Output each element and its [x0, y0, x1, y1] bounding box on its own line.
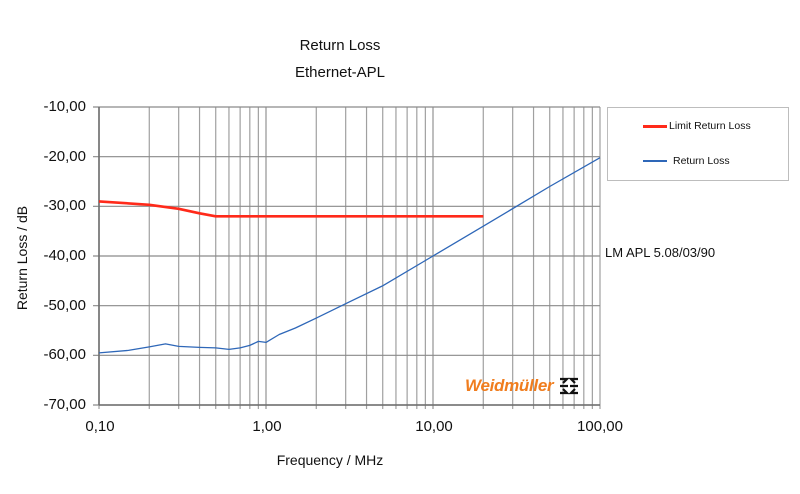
logo-text: Weidmüller — [465, 376, 554, 395]
legend-item-return-loss: Return Loss — [643, 155, 730, 167]
weidmueller-logo: Weidmüller — [465, 376, 580, 396]
y-tick: -60,00 — [43, 346, 86, 363]
chart-title: Return Loss — [299, 37, 381, 54]
y-tick: -70,00 — [43, 396, 86, 413]
legend-swatch-blue — [643, 160, 667, 162]
y-tick: -30,00 — [43, 197, 86, 214]
y-tick: -50,00 — [43, 297, 86, 314]
x-tick: 0,10 — [85, 418, 115, 435]
chart-subtitle: Ethernet-APL — [294, 64, 386, 81]
grid-lines — [93, 106, 601, 409]
x-axis-label: Frequency / MHz — [276, 452, 384, 468]
series-lines — [98, 157, 601, 354]
product-note: LM APL 5.08/03/90 — [605, 245, 716, 260]
y-axis-label: Return Loss / dB — [14, 205, 30, 311]
series-limit-return-loss — [98, 200, 484, 218]
y-tick: -40,00 — [43, 247, 86, 264]
logo-mark-icon — [560, 377, 579, 395]
x-tick: 1,00 — [252, 418, 282, 435]
legend-swatch-red — [643, 124, 667, 128]
legend-label: Limit Return Loss — [669, 120, 751, 132]
y-tick: -20,00 — [43, 148, 86, 165]
legend-item-limit: Limit Return Loss — [643, 120, 751, 132]
legend-label: Return Loss — [673, 155, 730, 167]
x-tick: 10,00 — [415, 418, 453, 435]
series-return-loss — [98, 157, 601, 354]
legend: Limit Return Loss Return Loss — [607, 107, 789, 181]
x-tick: 100,00 — [577, 418, 623, 435]
y-tick: -10,00 — [43, 98, 86, 115]
